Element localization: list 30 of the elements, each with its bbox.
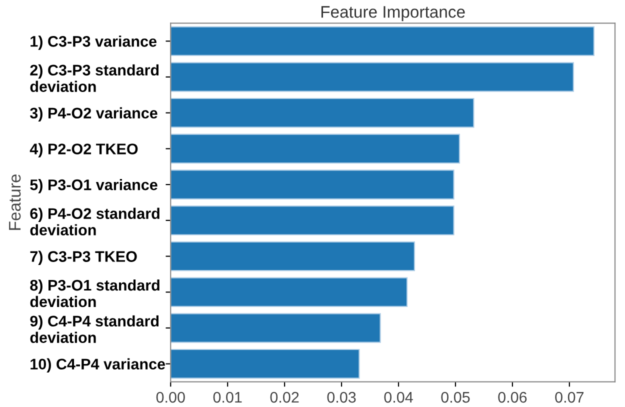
bar <box>170 134 460 164</box>
y-tick-label: 9) C4-P4 standard deviation <box>30 315 159 343</box>
x-tick-label: 0.00 <box>156 392 185 403</box>
x-tick-label: 0.06 <box>498 392 527 403</box>
y-tick-label: 3) P4-O2 variance <box>30 107 158 122</box>
bar <box>170 206 454 236</box>
y-tick-label: 7) C3-P3 TKEO <box>30 250 137 265</box>
y-tick-label: 8) P3-O1 standard deviation <box>30 279 160 308</box>
y-axis-title: Feature <box>9 174 21 230</box>
x-tick-label: 0.07 <box>555 392 584 403</box>
bar <box>170 313 381 343</box>
bar <box>170 348 360 379</box>
bar <box>170 241 416 272</box>
bar <box>170 98 474 128</box>
y-tick-label: 2) C3-P3 standard deviation <box>30 64 159 92</box>
y-tick-label: 4) P2-O2 TKEO <box>30 143 138 158</box>
y-tick-label: 6) P4-O2 standard deviation <box>30 208 160 236</box>
bar <box>170 277 408 308</box>
x-tick-label: 0.04 <box>384 392 413 403</box>
x-tick-label: 0.03 <box>327 392 356 403</box>
y-tick-label: 5) P3-O1 variance <box>30 179 158 194</box>
bar <box>170 62 574 92</box>
x-tick-label: 0.02 <box>270 392 299 403</box>
bar <box>170 170 454 200</box>
x-tick-label: 0.01 <box>213 392 242 403</box>
x-tick-label: 0.05 <box>441 392 470 403</box>
y-tick-label: 10) C4-P4 variance <box>30 358 166 373</box>
y-tick-label: 1) C3-P3 variance <box>30 36 157 50</box>
chart-title: Feature Importance <box>321 6 465 22</box>
bar <box>170 26 594 56</box>
